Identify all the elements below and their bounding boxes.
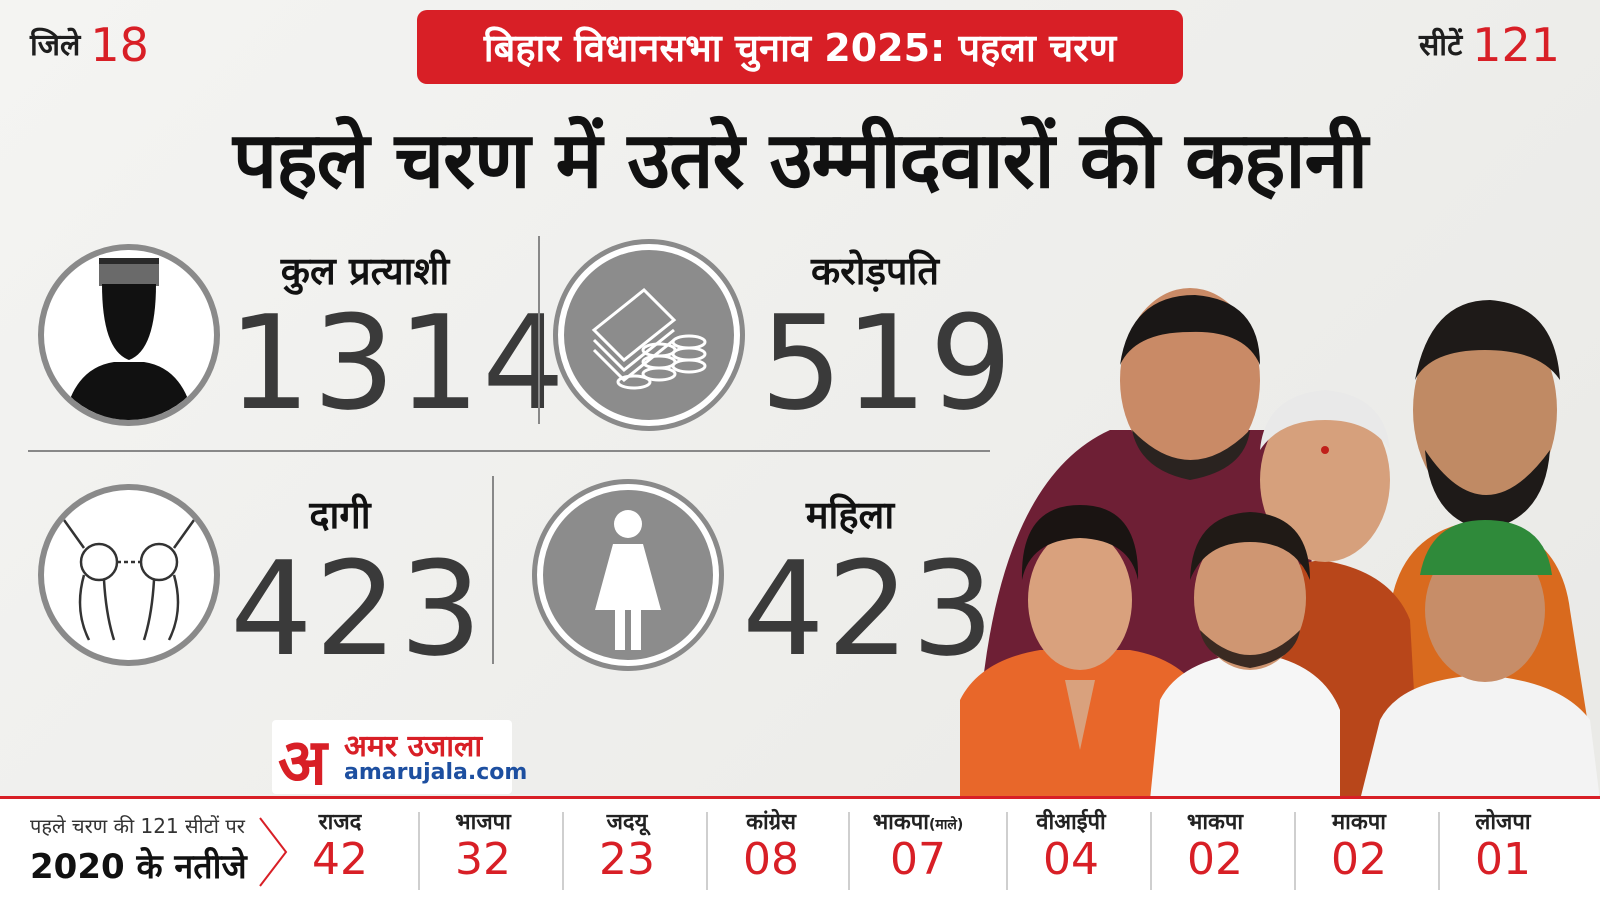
stat-label-total: कुल प्रत्याशी	[280, 249, 450, 293]
party-seats: 04	[1043, 834, 1099, 885]
party-rjd: राजद 42	[275, 806, 405, 884]
headline: पहले चरण में उतरे उम्मीदवारों की कहानी	[232, 116, 1368, 206]
stat-value-women: 423	[742, 533, 997, 685]
seats-label: सीटें	[1419, 28, 1463, 63]
results-label-line2: 2020 के नतीजे	[30, 847, 247, 887]
results-bar	[0, 796, 1600, 903]
divider	[492, 476, 494, 664]
districts-value: 18	[90, 18, 149, 72]
party-divider	[562, 812, 564, 890]
districts-label: जिले	[30, 28, 81, 63]
party-vip: वीआईपी 04	[1006, 806, 1136, 884]
woman-icon	[537, 484, 719, 666]
seats-value: 121	[1472, 18, 1560, 72]
party-ljp: लोजपा 01	[1438, 806, 1568, 884]
party-name: राजद	[318, 810, 362, 835]
party-divider	[706, 812, 708, 890]
stat-value-total: 1314	[228, 287, 567, 439]
chevron-right-icon	[259, 817, 288, 887]
party-name-suffix: (माले)	[928, 817, 964, 833]
logo-name: अमर उजाला	[344, 729, 483, 764]
party-cpi: भाकपा 02	[1150, 806, 1280, 884]
party-name: लोजपा	[1475, 810, 1531, 835]
party-name-main: भाकपा	[872, 810, 929, 835]
party-seats: 32	[455, 834, 511, 885]
party-name: कांग्रेस	[746, 810, 796, 835]
party-divider	[1006, 812, 1008, 890]
title-banner: बिहार विधानसभा चुनाव 2025: पहला चरण	[417, 10, 1183, 84]
party-bjp: भाजपा 32	[418, 806, 548, 884]
stat-label-crorepati: करोड़पति	[811, 249, 939, 293]
person-icon	[38, 244, 220, 426]
party-name: भाजपा	[455, 810, 511, 835]
stat-value-crorepati: 519	[760, 287, 1015, 439]
party-divider	[418, 812, 420, 890]
party-seats: 42	[312, 834, 368, 885]
party-divider	[1438, 812, 1440, 890]
districts-count: जिले 18	[30, 18, 149, 72]
party-divider	[848, 812, 850, 890]
seats-count: सीटें 121	[1419, 18, 1560, 72]
stat-label-tainted: दागी	[309, 493, 371, 537]
party-name: माकपा	[1332, 810, 1386, 835]
party-seats: 08	[743, 834, 799, 885]
party-name: भाकपा	[1186, 810, 1244, 835]
party-seats: 23	[599, 834, 655, 885]
party-congress: कांग्रेस 08	[706, 806, 836, 884]
handcuffs-icon	[38, 484, 220, 666]
party-divider	[1150, 812, 1152, 890]
stat-label-women: महिला	[805, 493, 895, 537]
party-name: वीआईपी	[1036, 810, 1106, 835]
results-label-line1: पहले चरण की 121 सीटों पर	[30, 814, 245, 838]
amar-ujala-logo: अ अमर उजाला amarujala.com	[272, 720, 527, 800]
party-cpiml: भाकपा(माले) 07	[848, 806, 988, 884]
party-seats: 02	[1187, 834, 1243, 885]
party-seats: 07	[890, 834, 946, 885]
horizontal-divider	[28, 450, 990, 452]
logo-site: amarujala.com	[344, 760, 528, 785]
party-name: जदयू	[606, 810, 648, 835]
party-divider	[1294, 812, 1296, 890]
party-cpim: माकपा 02	[1294, 806, 1424, 884]
stat-value-tainted: 423	[230, 533, 485, 685]
candidates-photo-collage	[960, 280, 1600, 800]
party-seats: 02	[1331, 834, 1387, 885]
party-seats: 01	[1475, 834, 1531, 885]
party-name: भाकपा(माले)	[848, 806, 988, 836]
party-jdu: जदयू 23	[562, 806, 692, 884]
divider	[538, 236, 540, 424]
logo-mark: अ	[278, 726, 327, 800]
money-icon	[558, 244, 740, 426]
